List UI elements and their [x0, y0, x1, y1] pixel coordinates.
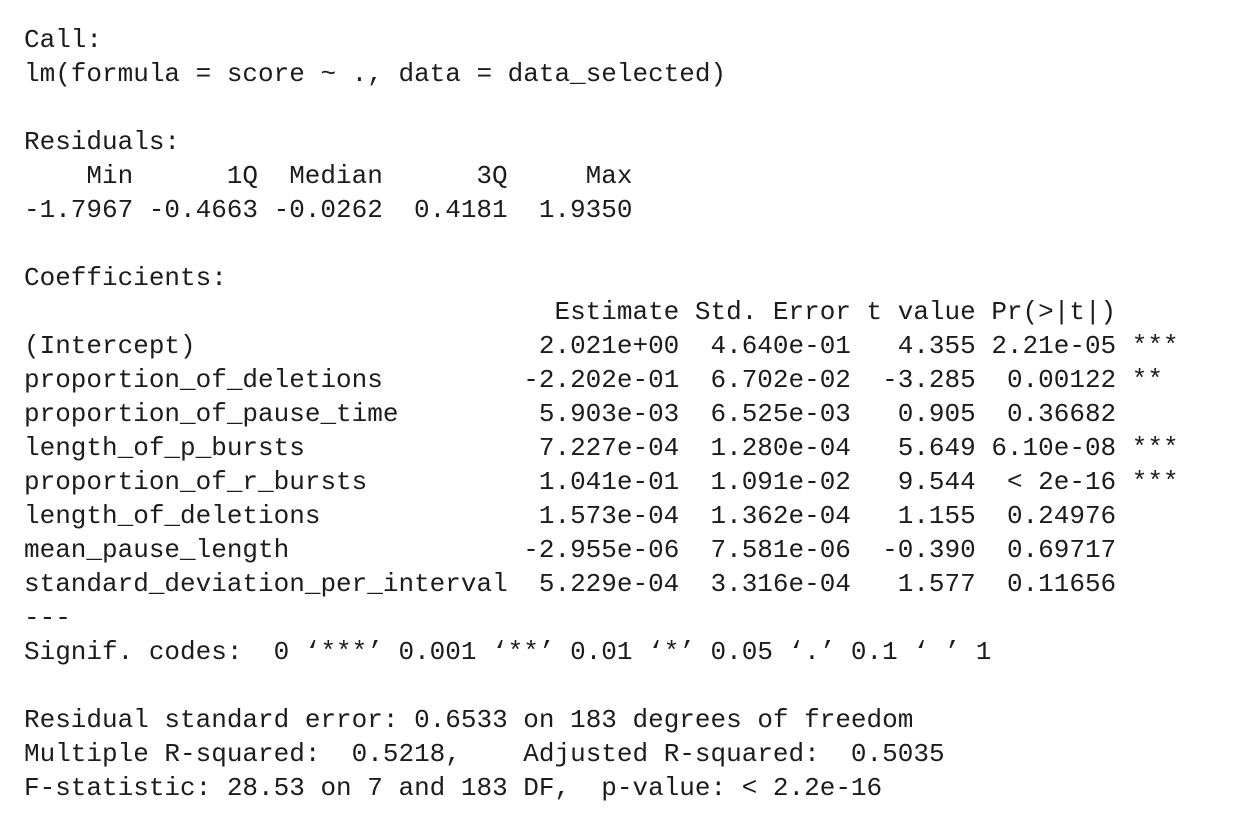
residual-value: 1.9350 — [538, 195, 633, 225]
summary-line: Residual standard error: 0.6533 on 183 d… — [24, 705, 914, 735]
coefficient-row: length_of_p_bursts 7.227e-04 1.280e-04 5.64… — [24, 431, 1179, 465]
coefficient-row: proportion_of_deletions -2.202e-01 6.702e-… — [24, 363, 1163, 397]
residual-value: -0.4663 — [148, 195, 259, 225]
summary-line: Multiple R-squared: 0.5218, Adjusted R-s… — [24, 737, 945, 771]
residual-header: Max — [585, 161, 633, 191]
residuals-header: Min 1Q Median 3Q Max — [24, 159, 632, 193]
summary-line: Multiple R-squared: 0.5218, Adjusted R-s… — [24, 739, 945, 769]
coefficient-row: (Intercept) 2.021e+00 4.640e-01 4.355 2.21e-… — [24, 329, 1179, 363]
coefficient-cell: 2.021e+00 — [538, 331, 680, 361]
coefficient-header: Estimate — [554, 297, 680, 327]
coefficient-cell: 4.355 — [897, 331, 976, 361]
residuals-label: Residuals: — [24, 127, 181, 157]
summary-line: F-statistic: 28.53 on 7 and 183 DF, p-va… — [24, 773, 883, 803]
coefficient-cell: 7.581e-06 — [710, 535, 851, 565]
coefficient-cell: -2.955e-06 — [523, 535, 680, 565]
coefficient-cell: 9.544 — [897, 467, 976, 497]
signif-stars: *** — [1131, 433, 1179, 463]
signif-codes: Signif. codes: 0 ‘***’ 0.001 ‘**’ 0.01 ‘… — [24, 637, 992, 667]
coefficient-cell: 5.903e-03 — [538, 399, 680, 429]
coefficient-row: proportion_of_r_bursts 1.041e-01 1.091e-02… — [24, 465, 1179, 499]
separator: --- — [24, 603, 71, 633]
call-label: Call: — [24, 23, 102, 57]
coefficient-row: standard_deviation_per_interval 5.229e-04… — [24, 567, 1116, 601]
coefficient-row: mean_pause_length -2.955e-06 7.581e-06 -0.3… — [24, 533, 1116, 567]
term: standard_deviation_per_interval — [24, 569, 508, 599]
term: mean_pause_length — [24, 535, 290, 565]
coefficient-header: Std. Error — [694, 297, 851, 327]
residual-header: Median — [289, 161, 383, 191]
coefficient-cell: -2.202e-01 — [523, 365, 680, 395]
residual-value: 0.4181 — [414, 195, 508, 225]
term: length_of_deletions — [24, 501, 321, 531]
signif-stars: *** — [1131, 467, 1179, 497]
coefficient-row: proportion_of_pause_time 5.903e-03 6.525e-… — [24, 397, 1116, 431]
coefficient-cell: 1.155 — [897, 501, 976, 531]
coefficient-cell: 7.227e-04 — [538, 433, 680, 463]
coefficient-cell: 4.640e-01 — [710, 331, 851, 361]
coefficient-cell: -3.285 — [882, 365, 976, 395]
residuals-values: -1.7967 -0.4663 -0.0262 0.4181 1.9350 — [24, 193, 632, 227]
coefficient-cell: 6.525e-03 — [710, 399, 851, 429]
coefficients-label: Coefficients: — [24, 263, 227, 293]
coefficient-cell: 3.316e-04 — [710, 569, 851, 599]
coefficient-cell: < 2e-16 — [1006, 467, 1117, 497]
coefficient-cell: 1.280e-04 — [710, 433, 851, 463]
call-label: Call: — [24, 25, 103, 55]
summary-line: Residual standard error: 0.6533 on 183 d… — [24, 703, 913, 737]
coefficient-cell: 1.041e-01 — [538, 467, 680, 497]
coefficient-cell: 5.229e-04 — [538, 569, 680, 599]
coefficient-cell: 0.11656 — [1006, 569, 1117, 599]
coefficient-cell: 0.36682 — [1006, 399, 1117, 429]
term: proportion_of_pause_time — [24, 399, 399, 429]
residual-value: -0.0262 — [273, 195, 383, 225]
residual-value: -1.7967 — [24, 195, 134, 225]
residual-header: Min — [86, 161, 134, 191]
call-formula: lm(formula = score ~ ., data = data_sele… — [24, 57, 726, 91]
residual-header: 3Q — [476, 161, 508, 191]
coefficient-header: Pr(>|t|) — [991, 297, 1117, 327]
coefficient-cell: 1.577 — [897, 569, 976, 599]
coefficient-cell: 5.649 — [897, 433, 976, 463]
coefficients-label: Coefficients: — [24, 261, 227, 295]
term: length_of_p_bursts — [24, 433, 305, 463]
separator: --- — [24, 601, 71, 635]
coefficient-cell: 0.905 — [897, 399, 976, 429]
coefficient-header: t value — [866, 297, 976, 327]
coefficient-cell: -0.390 — [882, 535, 976, 565]
term: proportion_of_r_bursts — [24, 467, 368, 497]
coefficient-cell: 1.362e-04 — [710, 501, 851, 531]
coefficients-header: Estimate Std. Error t value Pr(>|t|) — [24, 295, 1116, 329]
signif-stars: ** — [1131, 365, 1163, 395]
summary-line: F-statistic: 28.53 on 7 and 183 DF, p-va… — [24, 771, 882, 805]
coefficient-cell: 1.573e-04 — [538, 501, 680, 531]
coefficient-row: length_of_deletions 1.573e-04 1.362e-04 1.1… — [24, 499, 1116, 533]
term: proportion_of_deletions — [24, 365, 383, 395]
residual-header: 1Q — [226, 161, 259, 191]
coefficient-cell: 0.24976 — [1006, 501, 1117, 531]
coefficient-cell: 6.10e-08 — [991, 433, 1117, 463]
term: (Intercept) — [24, 331, 196, 361]
coefficient-cell: 2.21e-05 — [991, 331, 1117, 361]
residuals-label: Residuals: — [24, 125, 180, 159]
coefficient-cell: 0.00122 — [1006, 365, 1117, 395]
coefficient-cell: 6.702e-02 — [710, 365, 851, 395]
coefficient-cell: 0.69717 — [1006, 535, 1117, 565]
coefficient-cell: 1.091e-02 — [710, 467, 851, 497]
signif-stars: *** — [1131, 331, 1179, 361]
signif-codes: Signif. codes: 0 ‘***’ 0.001 ‘**’ 0.01 ‘… — [24, 635, 991, 669]
call-formula: lm(formula = score ~ ., data = data_sele… — [24, 59, 727, 89]
